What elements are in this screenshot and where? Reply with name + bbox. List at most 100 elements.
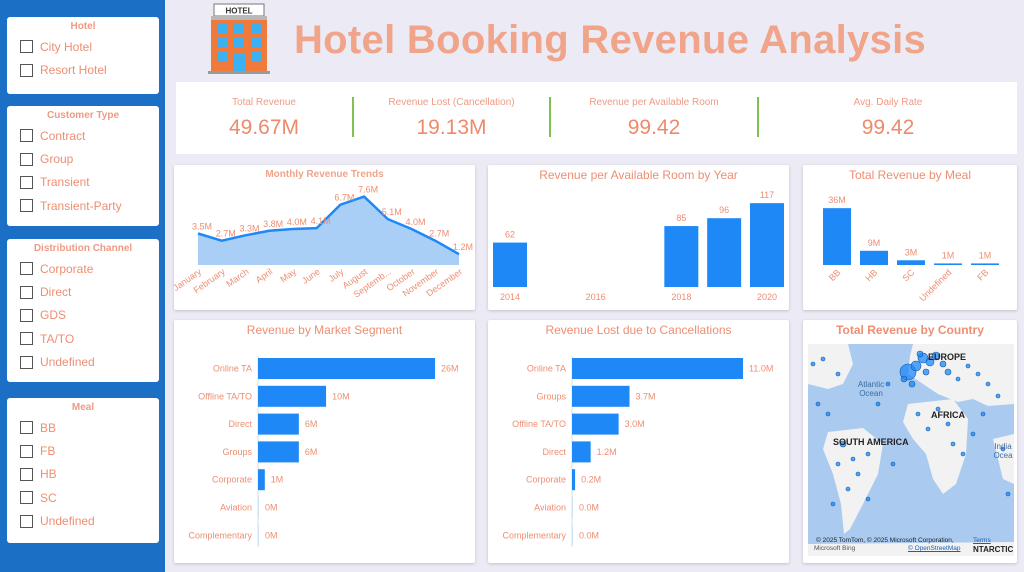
data-label: 0.2M bbox=[581, 475, 601, 485]
checkbox[interactable] bbox=[20, 421, 33, 435]
chart-title: Revenue by Market Segment bbox=[246, 323, 403, 337]
monthly-revenue-card[interactable]: Monthly Revenue Trends 3.5M January 2.7M Fe… bbox=[174, 165, 475, 310]
country-bubble bbox=[900, 375, 908, 383]
slicer-item-transient[interactable]: Transient bbox=[7, 171, 159, 194]
kpi-revpar: Revenue per Available Room 99.42 bbox=[551, 82, 757, 154]
slicer-item-fb[interactable]: FB bbox=[7, 439, 159, 462]
country-bubble bbox=[815, 401, 821, 407]
checkbox[interactable] bbox=[20, 491, 33, 505]
monthly-revenue-chart: 3.5MJanuary2.7MFebruary3.3MMarch3.8MApri… bbox=[174, 185, 473, 300]
kpi-value: 19.13M bbox=[416, 116, 487, 139]
cancellation-card[interactable]: Revenue Lost due to Cancellations Online… bbox=[488, 320, 789, 563]
checkbox[interactable] bbox=[20, 175, 33, 189]
country-bubble bbox=[825, 411, 831, 417]
country-bubble bbox=[980, 411, 986, 417]
country-bubble bbox=[908, 380, 916, 388]
map-label-antarctica: NTARCTIC bbox=[973, 545, 1014, 554]
y-tick-label: Online TA bbox=[213, 364, 252, 374]
data-label: 3.3M bbox=[239, 223, 259, 233]
checkbox[interactable] bbox=[20, 129, 33, 143]
country-bubble bbox=[950, 441, 956, 447]
slicer-item-contract[interactable]: Contract bbox=[7, 124, 159, 147]
slicer-item-city-hotel[interactable]: City Hotel bbox=[7, 35, 159, 58]
y-tick-label: Groups bbox=[222, 447, 252, 457]
checkbox[interactable] bbox=[20, 467, 33, 481]
y-tick-label: Aviation bbox=[220, 503, 252, 513]
map-terms-link[interactable]: Terms bbox=[973, 537, 991, 544]
bar bbox=[572, 358, 743, 379]
slicer-item-label: Transient bbox=[40, 175, 90, 190]
x-tick-label: June bbox=[300, 266, 322, 285]
country-bubble bbox=[965, 363, 971, 369]
slicer-item-transient-party[interactable]: Transient-Party bbox=[7, 194, 159, 217]
data-label: 0.0M bbox=[579, 503, 599, 513]
slicer-item-label: Resort Hotel bbox=[40, 63, 107, 78]
kpi-bar: Total Revenue 49.67M Revenue Lost (Cance… bbox=[176, 82, 1017, 154]
bar bbox=[258, 441, 299, 463]
slicer-item-gds[interactable]: GDS bbox=[7, 304, 159, 327]
slicer-item-label: Corporate bbox=[40, 261, 94, 276]
y-tick-label: Offline TA/TO bbox=[198, 391, 252, 401]
map-osm-link[interactable]: © OpenStreetMap bbox=[908, 545, 961, 552]
bar bbox=[493, 242, 527, 287]
country-bubble bbox=[875, 401, 881, 407]
slicer-item-bb[interactable]: BB bbox=[7, 416, 159, 439]
slicer-item-label: FB bbox=[40, 444, 56, 459]
country-bubble bbox=[970, 431, 976, 437]
slicer-item-resort-hotel[interactable]: Resort Hotel bbox=[7, 58, 159, 81]
checkbox[interactable] bbox=[20, 308, 33, 322]
slicer-item-corporate[interactable]: Corporate bbox=[7, 257, 159, 280]
checkbox[interactable] bbox=[20, 332, 33, 346]
checkbox[interactable] bbox=[20, 514, 33, 528]
country-bubble bbox=[835, 461, 841, 467]
kpi-divider bbox=[352, 97, 354, 137]
checkbox[interactable] bbox=[20, 63, 33, 77]
bar bbox=[897, 260, 925, 265]
revenue-meal-card[interactable]: Total Revenue by Meal 36M BB 9M HB 3M SC 1M Und… bbox=[803, 165, 1017, 310]
checkbox[interactable] bbox=[20, 199, 33, 213]
slicer-item-label: SC bbox=[40, 490, 57, 505]
map-bubbles bbox=[810, 350, 1011, 507]
slicer-item-meal-undefined[interactable]: Undefined bbox=[7, 510, 159, 533]
map-label-atlantic: Atlantic Ocean bbox=[857, 380, 885, 398]
market-segment-card[interactable]: Revenue by Market Segment Online TA 26M Of… bbox=[174, 320, 475, 563]
slicer-item-label: City Hotel bbox=[40, 39, 93, 54]
x-tick-label: Undefined bbox=[917, 267, 953, 303]
data-label: 26M bbox=[441, 364, 459, 374]
slicer-item-undefined[interactable]: Undefined bbox=[7, 351, 159, 374]
y-tick-label: Direct bbox=[228, 419, 252, 429]
bar bbox=[572, 524, 573, 546]
slicer-item-label: BB bbox=[40, 420, 57, 435]
country-map-card[interactable]: Total Revenue by Country EUROPE AFRICA S… bbox=[803, 320, 1017, 563]
data-label: 9M bbox=[868, 238, 881, 248]
country-bubble bbox=[845, 486, 851, 492]
country-bubble bbox=[935, 406, 941, 412]
slicer-item-group[interactable]: Group bbox=[7, 147, 159, 170]
slicer-item-direct[interactable]: Direct bbox=[7, 280, 159, 303]
revpar-year-card[interactable]: Revenue per Available Room by Year 62 85 9… bbox=[488, 165, 789, 310]
bar bbox=[572, 497, 573, 518]
slicer-item-sc[interactable]: SC bbox=[7, 486, 159, 509]
checkbox[interactable] bbox=[20, 152, 33, 166]
x-tick-label: May bbox=[278, 266, 298, 284]
kpi-label: Revenue per Available Room bbox=[589, 97, 719, 108]
slicer-item-ta-to[interactable]: TA/TO bbox=[7, 327, 159, 350]
slicer-item-label: Group bbox=[40, 152, 74, 167]
slicer-customer-type: Customer Type Contract Group Transient T… bbox=[7, 106, 159, 226]
kpi-value: 99.42 bbox=[861, 116, 915, 139]
country-bubble bbox=[890, 461, 896, 467]
checkbox[interactable] bbox=[20, 285, 33, 299]
data-label: 96 bbox=[719, 205, 729, 215]
checkbox[interactable] bbox=[20, 355, 33, 369]
slicer-title: Hotel bbox=[70, 21, 96, 32]
country-bubble bbox=[945, 421, 951, 427]
checkbox[interactable] bbox=[20, 40, 33, 54]
slicer-item-hb[interactable]: HB bbox=[7, 463, 159, 486]
data-label: 0M bbox=[265, 530, 278, 540]
world-map[interactable]: EUROPE AFRICA SOUTH AMERICA Atlantic Oce… bbox=[808, 344, 1014, 556]
checkbox[interactable] bbox=[20, 444, 33, 458]
checkbox[interactable] bbox=[20, 262, 33, 276]
country-bubble bbox=[839, 440, 847, 448]
y-tick-label: Direct bbox=[542, 447, 566, 457]
country-bubble bbox=[865, 451, 871, 457]
